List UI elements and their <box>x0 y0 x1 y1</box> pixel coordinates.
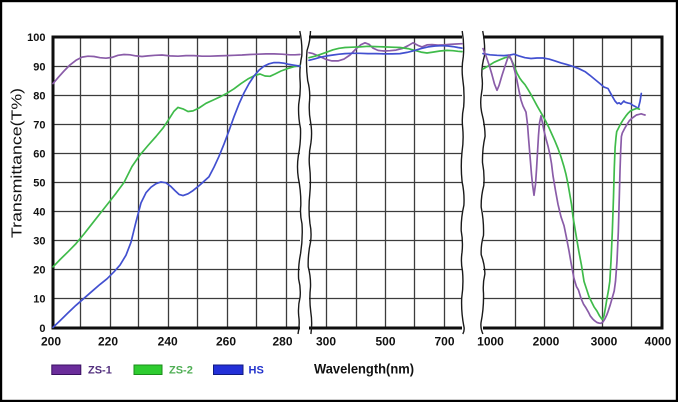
svg-text:ZS-2: ZS-2 <box>169 365 193 377</box>
svg-text:Transmittance(T%): Transmittance(T%) <box>9 88 26 238</box>
svg-text:3000: 3000 <box>591 334 618 348</box>
svg-text:2000: 2000 <box>533 334 560 348</box>
svg-text:200: 200 <box>41 334 61 348</box>
svg-text:90: 90 <box>33 62 45 74</box>
svg-text:30: 30 <box>33 236 45 248</box>
svg-text:70: 70 <box>33 120 45 132</box>
svg-text:100: 100 <box>27 32 45 44</box>
svg-text:260: 260 <box>216 334 236 348</box>
svg-text:500: 500 <box>375 334 395 348</box>
svg-text:10: 10 <box>33 294 45 306</box>
svg-text:ZS-1: ZS-1 <box>88 365 112 377</box>
svg-text:40: 40 <box>33 207 45 219</box>
svg-text:300: 300 <box>316 334 336 348</box>
svg-text:0: 0 <box>39 323 45 335</box>
svg-text:60: 60 <box>33 149 45 161</box>
svg-text:4000: 4000 <box>645 334 672 348</box>
svg-text:80: 80 <box>33 91 45 103</box>
svg-text:50: 50 <box>33 178 45 190</box>
svg-text:HS: HS <box>249 365 264 377</box>
svg-text:280: 280 <box>272 334 292 348</box>
svg-text:220: 220 <box>98 334 118 348</box>
svg-text:700: 700 <box>434 334 454 348</box>
svg-text:20: 20 <box>33 265 45 277</box>
svg-text:240: 240 <box>158 334 178 348</box>
svg-text:Wavelength(nm): Wavelength(nm) <box>314 361 414 377</box>
svg-text:1000: 1000 <box>477 334 504 348</box>
